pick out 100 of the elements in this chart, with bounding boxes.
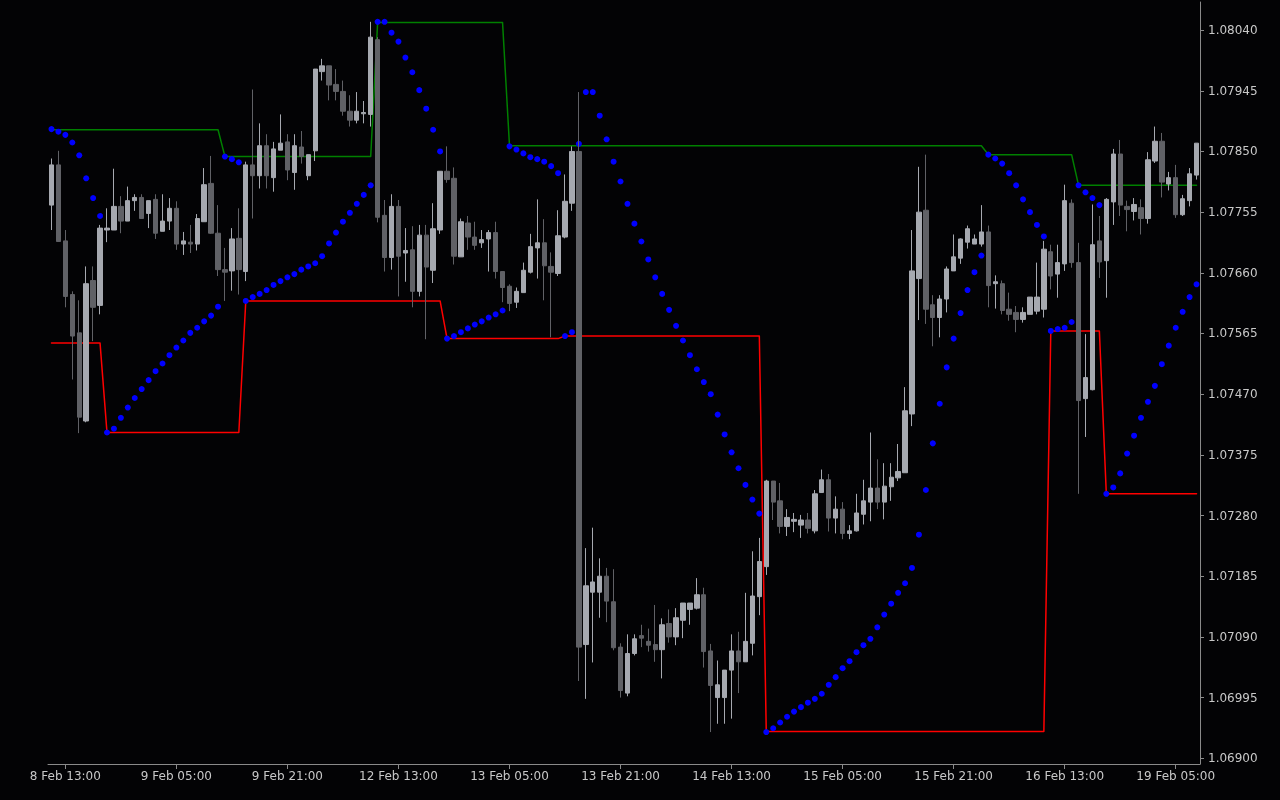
candlestick bbox=[382, 199, 387, 273]
candlestick bbox=[833, 495, 838, 534]
candlestick bbox=[750, 550, 755, 656]
candlestick bbox=[285, 133, 290, 181]
x-tick-label: 9 Feb 05:00 bbox=[140, 769, 212, 783]
candlestick bbox=[1083, 333, 1088, 438]
candlestick bbox=[299, 130, 304, 165]
candlestick bbox=[146, 200, 151, 229]
candlestick bbox=[236, 207, 242, 296]
candlestick bbox=[396, 199, 401, 297]
x-tick-label: 19 Feb 05:00 bbox=[1136, 769, 1216, 783]
x-tick-label: 13 Feb 05:00 bbox=[470, 769, 549, 783]
candlestick bbox=[278, 113, 283, 151]
x-tick-label: 8 Feb 13:00 bbox=[29, 769, 101, 783]
candlestick bbox=[1180, 194, 1185, 217]
candlestick bbox=[965, 225, 970, 250]
candlestick bbox=[306, 154, 311, 181]
candlestick bbox=[1138, 198, 1144, 235]
candlestick bbox=[812, 489, 818, 534]
candlestick bbox=[1173, 164, 1178, 219]
candlestick bbox=[646, 628, 651, 653]
y-tick-label: 1.07090 bbox=[1208, 629, 1258, 644]
candlestick bbox=[604, 567, 609, 623]
candlestick bbox=[229, 227, 235, 292]
candlestick bbox=[1166, 171, 1171, 191]
candlestick bbox=[611, 568, 616, 651]
candlestick bbox=[548, 251, 554, 338]
candlestick bbox=[354, 91, 359, 124]
candlestick bbox=[743, 592, 748, 663]
candlestick bbox=[979, 204, 984, 248]
candlestick bbox=[708, 643, 713, 733]
candlestick bbox=[1131, 197, 1137, 221]
candlestick bbox=[666, 608, 672, 644]
candlestick bbox=[819, 469, 824, 494]
candlestick bbox=[1076, 242, 1081, 495]
candlestick bbox=[722, 669, 727, 725]
candlestick bbox=[368, 21, 373, 128]
candlestick bbox=[1104, 197, 1109, 299]
candlestick bbox=[639, 624, 644, 648]
y-tick-label: 1.07185 bbox=[1208, 569, 1258, 584]
candlestick bbox=[1159, 132, 1165, 198]
candlestick bbox=[507, 283, 512, 312]
x-tick-label: 15 Feb 21:00 bbox=[914, 769, 994, 783]
candlestick bbox=[132, 193, 137, 212]
candlestick bbox=[986, 225, 991, 308]
x-tick-label: 13 Feb 21:00 bbox=[581, 769, 660, 783]
x-tick-label: 16 Feb 13:00 bbox=[1025, 769, 1105, 783]
candlestick bbox=[1090, 203, 1095, 391]
candlestick bbox=[90, 265, 96, 342]
candlestick bbox=[83, 265, 89, 423]
candlestick bbox=[160, 193, 165, 232]
candlestick bbox=[375, 36, 380, 223]
candlestick bbox=[805, 512, 811, 534]
candlestick bbox=[1069, 198, 1074, 269]
candlestick bbox=[1124, 200, 1130, 232]
candlestick bbox=[847, 524, 852, 540]
candlestick bbox=[972, 234, 977, 245]
candlestick bbox=[167, 197, 172, 231]
y-tick-label: 1.07280 bbox=[1208, 508, 1258, 523]
candlestick bbox=[826, 473, 831, 532]
candlestick bbox=[1048, 244, 1053, 290]
candlestick bbox=[49, 157, 54, 231]
y-tick-label: 1.08040 bbox=[1208, 23, 1258, 38]
candlestick bbox=[937, 294, 942, 338]
candlestick bbox=[389, 193, 394, 271]
candlestick bbox=[264, 133, 269, 190]
candlestick bbox=[757, 537, 762, 616]
candlestick bbox=[424, 224, 429, 340]
candlestick bbox=[1187, 167, 1192, 207]
candlestick bbox=[632, 633, 637, 656]
y-tick-label: 1.07850 bbox=[1208, 144, 1258, 159]
candlestick bbox=[271, 141, 276, 193]
candlestick bbox=[542, 218, 547, 301]
candlestick bbox=[153, 193, 158, 240]
candlestick bbox=[139, 193, 144, 220]
candlestick bbox=[535, 198, 540, 280]
candlestick bbox=[736, 631, 741, 694]
candlestick bbox=[840, 501, 845, 540]
candlestick bbox=[410, 225, 415, 308]
candlestick bbox=[174, 200, 179, 251]
candlestick bbox=[659, 617, 665, 679]
candlestick bbox=[653, 604, 658, 663]
candlestick bbox=[188, 224, 193, 254]
candlestick bbox=[243, 161, 248, 282]
candlestick bbox=[958, 237, 963, 265]
candlestick bbox=[1111, 148, 1116, 226]
candlestick bbox=[292, 133, 297, 191]
candlestick bbox=[1118, 139, 1123, 217]
y-tick-label: 1.07470 bbox=[1208, 387, 1258, 402]
candlestick bbox=[729, 633, 734, 720]
candlestick bbox=[701, 587, 706, 669]
candlestick bbox=[417, 224, 422, 297]
candlestick bbox=[521, 262, 526, 294]
candlestick bbox=[597, 557, 602, 619]
candlestick bbox=[1097, 215, 1102, 279]
candlestick bbox=[56, 150, 61, 243]
candlestick bbox=[77, 299, 82, 434]
x-tick-label: 15 Feb 05:00 bbox=[803, 769, 882, 783]
candlestick bbox=[951, 234, 956, 272]
candlestick bbox=[493, 221, 498, 280]
